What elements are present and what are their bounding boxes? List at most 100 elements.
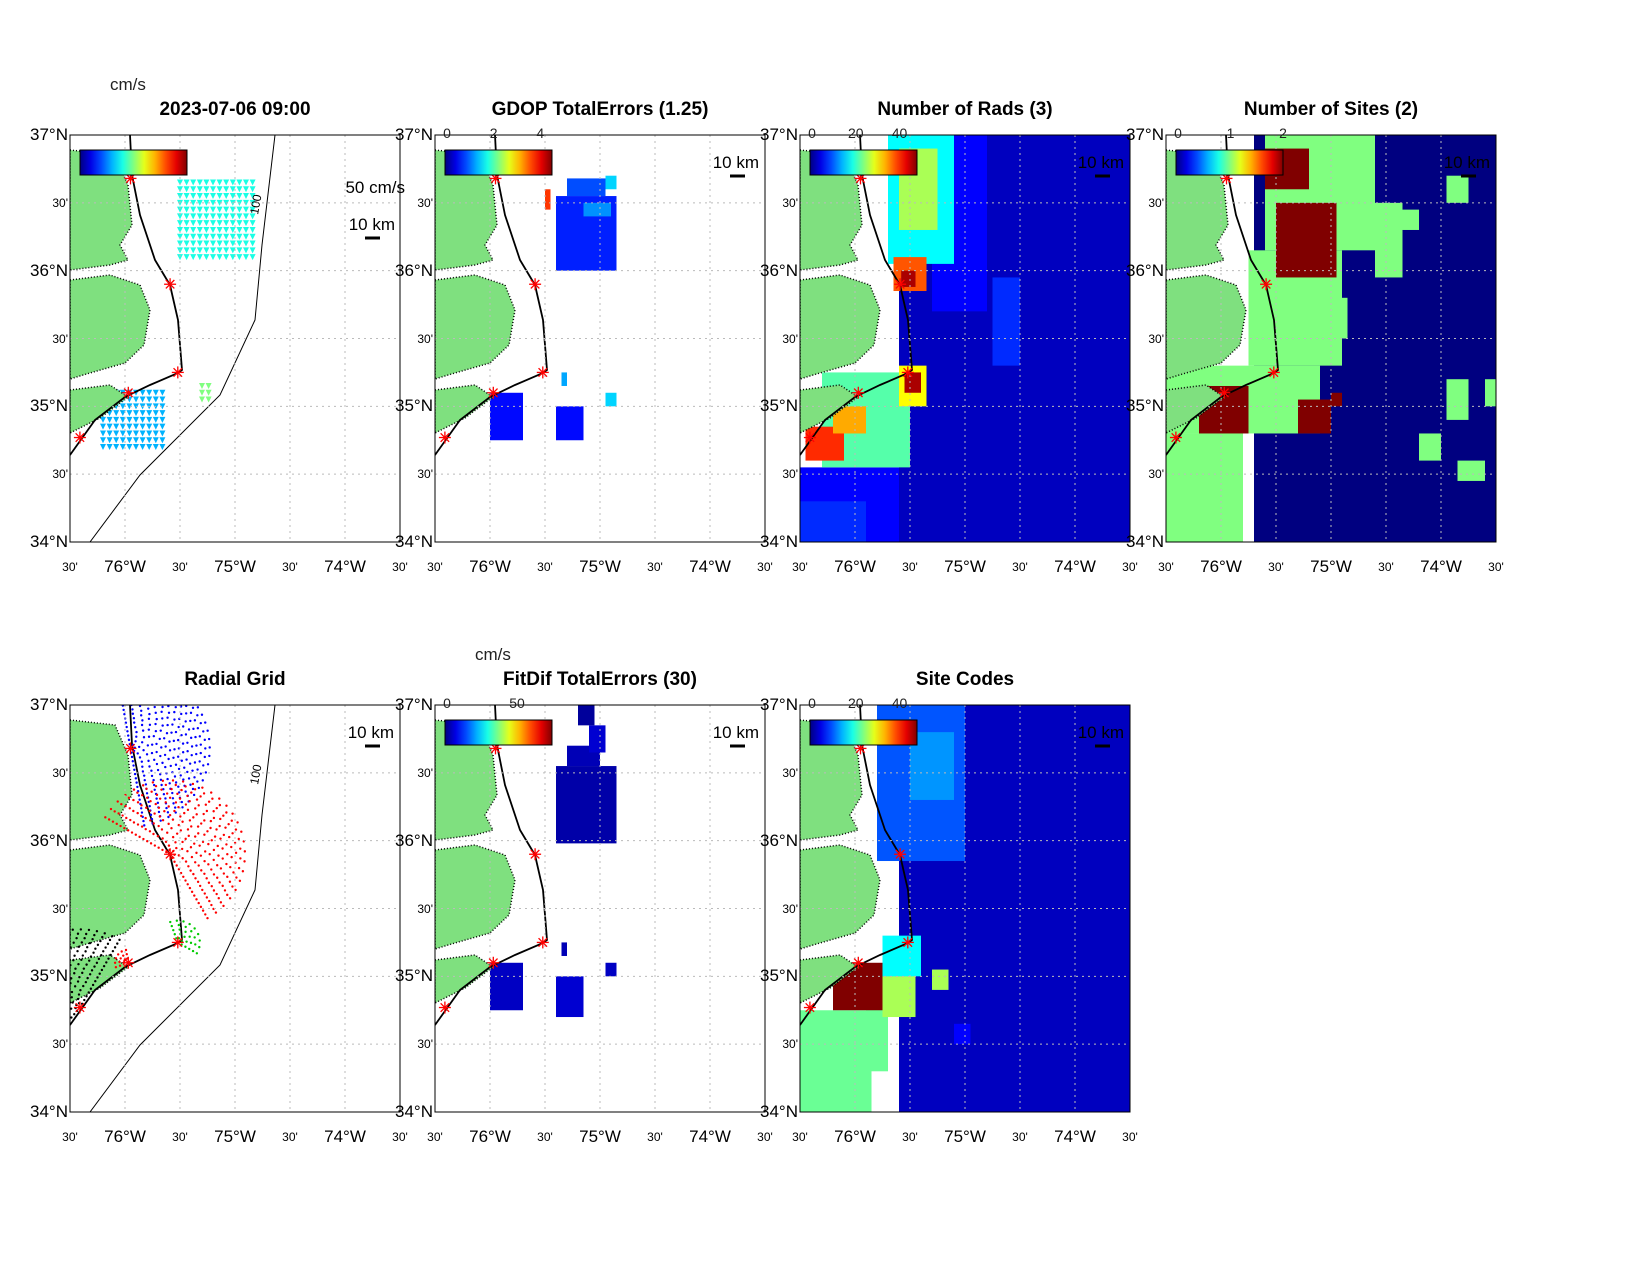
- radial-grid-point: [64, 930, 66, 932]
- radial-grid-point: [219, 817, 222, 821]
- radial-grid-point: [52, 1006, 54, 1008]
- radial-grid-point: [186, 693, 188, 695]
- radial-grid-point: [160, 828, 164, 831]
- current-vector-arrow: [190, 193, 197, 200]
- current-vector-arrow: [183, 247, 190, 254]
- radial-grid-point: [23, 992, 25, 994]
- radial-grid-point: [86, 976, 89, 980]
- current-vector-arrow: [133, 444, 139, 451]
- current-vector-arrow: [243, 186, 249, 193]
- radial-grid-point: [83, 937, 86, 940]
- radial-grid-point: [27, 1031, 29, 1033]
- radar-site-star-icon: [536, 366, 549, 379]
- radial-grid-point: [181, 840, 184, 844]
- radial-grid-point: [61, 994, 63, 996]
- radial-grid-point: [19, 1051, 21, 1053]
- current-vector-arrow: [177, 220, 183, 227]
- lat-tick-label: 37°N: [395, 695, 433, 714]
- radial-grid-point: [84, 932, 88, 936]
- radial-grid-point: [202, 730, 205, 733]
- radial-grid-point: [67, 1020, 69, 1022]
- radial-grid-point: [94, 947, 97, 950]
- radial-grid-point: [17, 1055, 19, 1057]
- lon-tick-label: 30': [282, 1130, 298, 1144]
- radial-grid-point: [154, 784, 158, 788]
- land: [800, 149, 863, 271]
- radial-grid-point: [43, 1023, 45, 1025]
- radial-grid-point: [121, 814, 124, 817]
- radial-grid-point: [25, 955, 27, 957]
- current-vector-arrow: [126, 416, 133, 423]
- radial-grid-point: [25, 1044, 27, 1046]
- radial-grid-point: [22, 1016, 24, 1018]
- current-vector-arrow: [177, 179, 183, 186]
- lat-tick-label: 30': [417, 901, 433, 916]
- lat-tick-label: 35°N: [760, 966, 798, 986]
- current-vector-arrow: [152, 437, 159, 444]
- radial-grid-point: [209, 826, 212, 830]
- radial-grid-point: [27, 947, 29, 949]
- radial-grid-point: [160, 788, 163, 791]
- radial-grid-point: [193, 761, 197, 764]
- radial-grid-point: [167, 694, 169, 696]
- current-vector-arrow: [106, 430, 113, 437]
- radial-grid-point: [72, 941, 75, 944]
- axes-frame: [69, 134, 401, 543]
- radial-grid-point: [16, 958, 18, 960]
- radial-grid-point: [113, 961, 117, 964]
- lon-tick-label: 30': [537, 1130, 553, 1144]
- radial-grid-point: [222, 833, 226, 837]
- radial-grid-point: [99, 939, 102, 943]
- radar-site-star-icon: [803, 431, 816, 444]
- heatmap-cell: [800, 501, 866, 542]
- radial-grid-point: [189, 783, 192, 786]
- lat-tick-label: 34°N: [760, 1102, 798, 1121]
- radial-grid-point: [164, 840, 168, 844]
- current-vector-arrow: [100, 423, 106, 430]
- radial-grid-point: [194, 861, 197, 864]
- current-vector-arrow: [249, 186, 256, 193]
- lon-tick-label: 30': [537, 560, 553, 574]
- scale-bar-label: 10 km: [1077, 153, 1124, 172]
- radial-grid-point: [116, 953, 120, 956]
- radial-grid-point: [160, 700, 162, 702]
- radial-grid-point: [181, 694, 183, 696]
- radial-grid-point: [60, 939, 62, 941]
- land: [800, 719, 863, 841]
- radial-grid-point: [150, 817, 154, 821]
- radial-grid-point: [136, 752, 139, 755]
- map-plot: [434, 704, 766, 1113]
- lat-tick-label: 36°N: [760, 260, 798, 280]
- current-vector-arrow: [196, 247, 203, 254]
- radial-grid-point: [39, 1041, 41, 1043]
- radial-grid-point: [71, 928, 74, 931]
- radial-grid-point: [82, 984, 85, 988]
- current-vector-arrow: [133, 430, 139, 437]
- map-plot: [799, 704, 1131, 1113]
- heatmap-cell: [490, 392, 523, 441]
- lon-tick-label: 30': [757, 1130, 773, 1144]
- land: [1166, 274, 1247, 380]
- radial-grid-point: [161, 837, 164, 840]
- map-panel-p5: 100 10 km Radial Grid 37°N 30' 36°N 30' 35°N 30'…: [30, 669, 408, 1146]
- current-vector-arrow: [113, 444, 120, 451]
- radial-grid-point: [76, 932, 80, 935]
- radial-grid-point: [172, 739, 176, 743]
- current-vector-arrow: [243, 193, 249, 200]
- radial-grid-point: [198, 939, 201, 942]
- current-vector-arrow: [216, 199, 223, 206]
- radial-grid-point: [133, 768, 136, 771]
- radial-grid-point: [226, 875, 229, 879]
- radial-grid-point: [231, 812, 234, 815]
- radial-grid-point: [146, 796, 149, 800]
- current-vector-arrow: [190, 240, 197, 247]
- current-vector-arrow: [249, 226, 256, 233]
- radial-grid-point: [164, 797, 167, 800]
- current-vector-arrow: [126, 437, 133, 444]
- radial-grid-point: [189, 711, 193, 715]
- radial-grid-point: [230, 855, 233, 859]
- lon-tick-label: 30': [62, 560, 78, 574]
- radial-grid-point: [163, 753, 167, 757]
- radial-grid-point: [147, 707, 150, 710]
